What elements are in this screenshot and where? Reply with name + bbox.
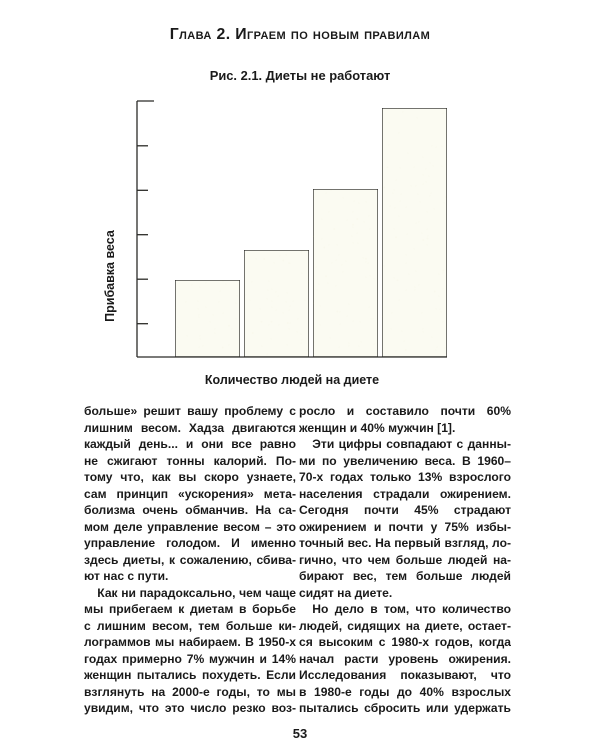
svg-text:Прибавка веса: Прибавка веса [103, 229, 117, 322]
svg-text:Количество людей на диете: Количество людей на диете [205, 373, 379, 387]
